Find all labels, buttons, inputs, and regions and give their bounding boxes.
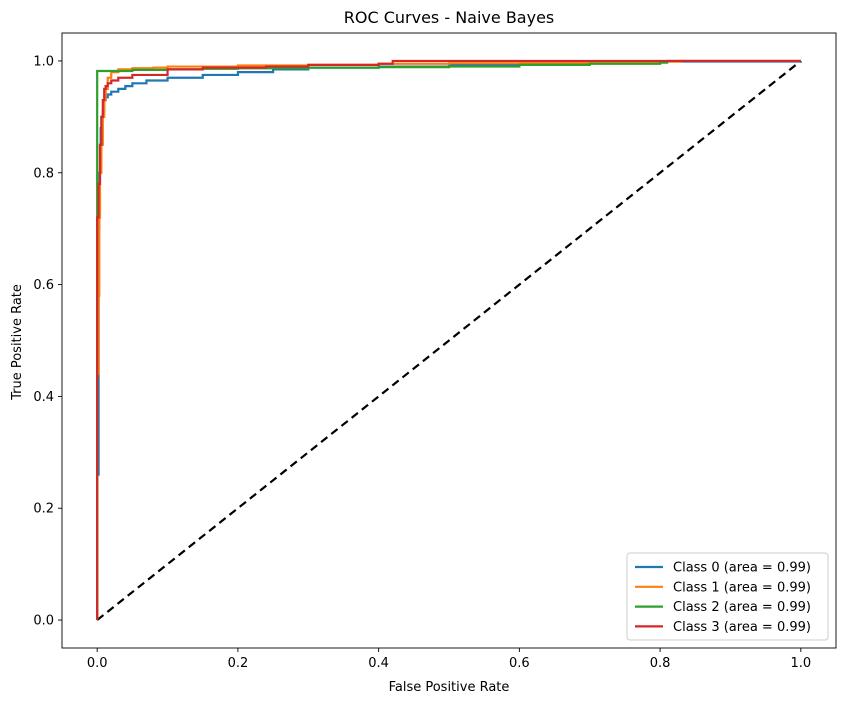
axis-ticks: 0.0 0.2 0.4 0.6 0.8 1.0 0.0 0.2 0.4 0.6 0.8 1.0 bbox=[33, 54, 811, 671]
y-axis-label: True Positive Rate bbox=[10, 284, 25, 401]
x-axis-label: False Positive Rate bbox=[389, 680, 510, 695]
y-tick-label: 0.8 bbox=[33, 166, 54, 181]
legend: Class 0 (area = 0.99) Class 1 (area = 0.9… bbox=[626, 552, 829, 641]
reference-diagonal-line bbox=[96, 60, 802, 621]
y-tick-label: 0.6 bbox=[33, 278, 54, 293]
legend-label-class-0: Class 0 (area = 0.99) bbox=[673, 561, 811, 576]
x-tick-label: 0.6 bbox=[509, 656, 530, 671]
series-line-class-2 bbox=[96, 59, 801, 621]
legend-box bbox=[626, 552, 829, 641]
legend-label-class-1: Class 1 (area = 0.99) bbox=[673, 580, 811, 595]
series-line-class-3 bbox=[96, 59, 801, 621]
y-tick-label: 0.0 bbox=[33, 614, 54, 629]
x-tick-label: 0.4 bbox=[368, 656, 389, 671]
x-tick-label: 1.0 bbox=[790, 656, 811, 671]
y-tick-label: 1.0 bbox=[33, 54, 54, 69]
x-tick-label: 0.8 bbox=[650, 656, 671, 671]
legend-label-class-2: Class 2 (area = 0.99) bbox=[673, 600, 811, 615]
axes-frame bbox=[61, 32, 837, 649]
x-tick-label: 0.2 bbox=[228, 656, 249, 671]
plot-area bbox=[61, 32, 837, 649]
y-tick-label: 0.4 bbox=[33, 390, 54, 405]
y-tick-label: 0.2 bbox=[33, 502, 54, 517]
chart-title: ROC Curves - Naive Bayes bbox=[344, 8, 555, 27]
legend-label-class-3: Class 3 (area = 0.99) bbox=[673, 620, 811, 635]
x-tick-label: 0.0 bbox=[87, 656, 108, 671]
